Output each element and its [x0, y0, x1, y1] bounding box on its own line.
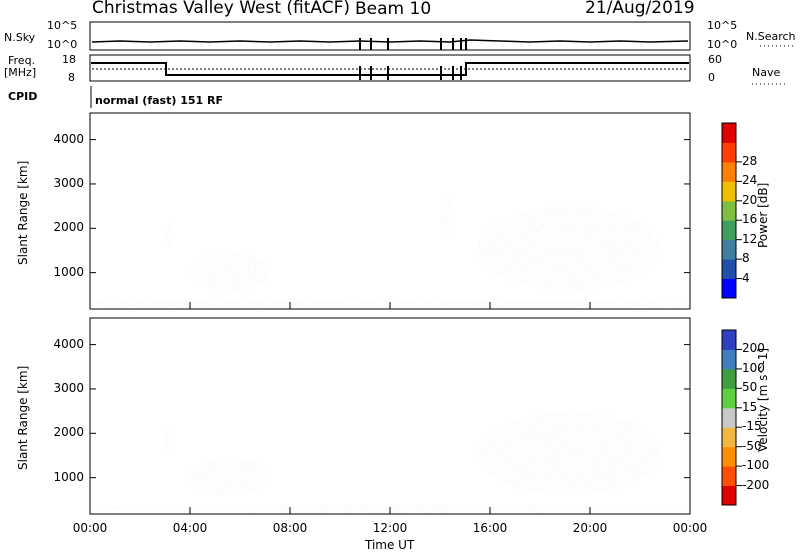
- power-ylabel: Slant Range [km]: [16, 160, 30, 265]
- power-colorbar-segment: [722, 259, 736, 280]
- scatter-region-0-0: [190, 252, 270, 291]
- y-tick-label-0: 1000: [53, 264, 84, 279]
- power-colorbar-segment: [722, 200, 736, 221]
- x-tick-label: 00:00: [72, 521, 108, 535]
- nave-tick-bottom: 0: [708, 71, 715, 84]
- power-colorbar-label: Power [dB]: [756, 182, 770, 248]
- nsky-spikes: [359, 38, 467, 50]
- power-colorbar-tick-label: 12: [742, 231, 758, 246]
- x-tick-label: 20:00: [572, 521, 608, 535]
- station-title: Christmas Valley West (fitACF): [92, 0, 351, 18]
- scatter-region-1-0: [190, 457, 270, 496]
- y-tick-label-1: 3000: [53, 380, 84, 395]
- y-tick-label-1: 1000: [53, 469, 84, 484]
- velocity-colorbar-tick-label: 15: [742, 399, 758, 414]
- x-tick-label: 16:00: [472, 521, 508, 535]
- y-tick-label-1: 4000: [53, 336, 84, 351]
- power-colorbar-tick-label: 4: [742, 270, 750, 285]
- beam-label: Beam 10: [355, 0, 432, 19]
- cpid-value: normal (fast) 151 RF: [95, 94, 223, 107]
- velocity-colorbar-segment: [722, 368, 736, 389]
- y-tick-label-0: 3000: [53, 175, 84, 190]
- y-tick-label-0: 2000: [53, 220, 84, 235]
- freq-label: Freq.: [8, 54, 36, 67]
- velocity-colorbar-frame: [721, 329, 737, 506]
- y-tick-label-0: 4000: [53, 131, 84, 146]
- nave-label: Nave: [752, 66, 781, 79]
- velocity-colorbar-tick-label: -50: [742, 438, 762, 453]
- power-regions: [90, 197, 690, 309]
- scatter-region-1-2: [477, 411, 660, 496]
- colorbars: [721, 122, 737, 506]
- power-colorbar-segment: [722, 161, 736, 182]
- power-colorbar-segment: [722, 220, 736, 241]
- date-label: 21/Aug/2019: [585, 0, 695, 18]
- velocity-colorbar-segment: [722, 446, 736, 467]
- velocity-colorbar-tick-label: 50: [742, 380, 758, 395]
- x-axis-label: Time UT: [365, 538, 415, 552]
- x-tick-label: 00:00: [672, 521, 708, 535]
- scatter-region-0-2: [440, 197, 455, 238]
- velocity-colorbar-segment: [722, 388, 736, 409]
- nave-tick-top: 60: [708, 53, 722, 66]
- velocity-colorbar-segment: [722, 485, 736, 506]
- cpid-label: CPID: [8, 90, 38, 103]
- nsky-tick-bottom: 10^0: [47, 38, 78, 51]
- x-tick-label: 08:00: [272, 521, 308, 535]
- nsearch-tick-bottom: 10^0: [707, 38, 738, 51]
- nsky-panel-frame: [89, 21, 691, 51]
- x-tick-label: 04:00: [172, 521, 208, 535]
- power-colorbar-tick-label: 16: [742, 212, 758, 227]
- freq-spikes: [359, 66, 462, 80]
- velocity-colorbar-tick-label: -100: [742, 458, 770, 473]
- power-colorbar-segment: [722, 181, 736, 202]
- y-tick-label-1: 2000: [53, 425, 84, 440]
- velocity-colorbar-segment: [722, 349, 736, 370]
- velocity-ylabel: Slant Range [km]: [16, 365, 30, 470]
- axis-ticks: [89, 139, 742, 514]
- power-colorbar-tick-label: 8: [742, 251, 750, 266]
- nsky-label: N.Sky: [4, 31, 36, 44]
- power-colorbar-segment: [722, 142, 736, 163]
- power-colorbar-segment: [722, 123, 736, 143]
- power-colorbar-tick-label: 20: [742, 192, 758, 207]
- nsky-trace: [91, 39, 689, 43]
- nsky-tick-top: 10^5: [47, 19, 78, 32]
- velocity-regions: [90, 411, 690, 514]
- scatter-region-0-3: [477, 206, 660, 291]
- freq-tick-top: 18: [62, 53, 76, 66]
- x-tick-label: 12:00: [372, 521, 408, 535]
- power-colorbar-tick-label: 24: [742, 173, 758, 188]
- freq-trace: [91, 62, 689, 76]
- freq-unit: [MHz]: [4, 66, 37, 79]
- power-colorbar-frame: [721, 122, 737, 299]
- velocity-colorbar-tick-label: 100: [742, 360, 765, 375]
- nsearch-tick-top: 10^5: [707, 19, 738, 32]
- power-colorbar-segment: [722, 278, 736, 299]
- velocity-colorbar-tick-label: 200: [742, 341, 765, 356]
- velocity-colorbar-segment: [722, 466, 736, 487]
- velocity-colorbar-segment: [722, 330, 736, 350]
- velocity-colorbar-segment: [722, 407, 736, 428]
- scatter-region-1-1: [162, 428, 175, 452]
- power-colorbar-segment: [722, 239, 736, 260]
- freq-tick-bottom: 8: [68, 71, 75, 84]
- power-colorbar-tick-label: 28: [742, 153, 758, 168]
- velocity-colorbar-segment: [722, 427, 736, 448]
- nsearch-label: N.Search: [746, 30, 796, 43]
- velocity-colorbar-tick-label: -15: [742, 419, 762, 434]
- velocity-colorbar-tick-label: -200: [742, 477, 770, 492]
- freq-panel-frame: [89, 54, 691, 82]
- scatter-region-0-1: [162, 223, 175, 247]
